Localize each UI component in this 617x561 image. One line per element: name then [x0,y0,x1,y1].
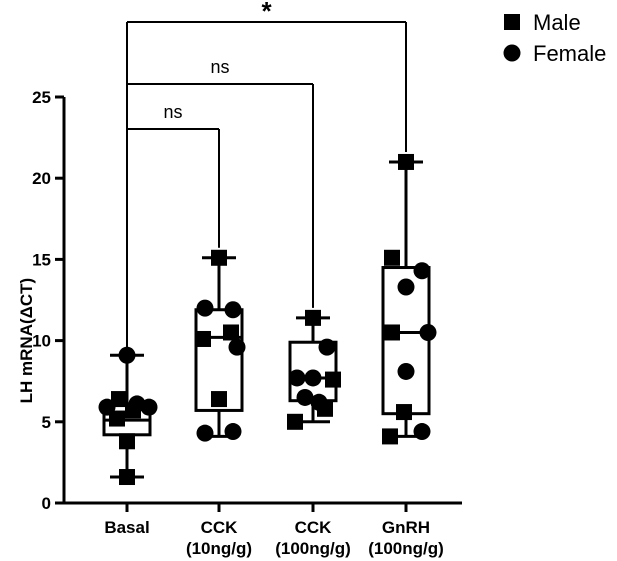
significance-label: ns [210,57,229,77]
significance-label: ns [163,102,182,122]
x-category-label: (100ng/g) [275,539,351,558]
y-tick-label: 10 [32,332,51,351]
x-category-label: CCK [201,518,239,537]
male-point [211,249,227,266]
x-category-label: (100ng/g) [368,539,444,558]
male-point [211,391,227,408]
male-point [384,249,400,266]
female-point [98,398,116,416]
box-plots [102,160,431,479]
significance-brackets: ns ns * [126,0,407,350]
male-point [195,330,211,347]
female-point [397,362,415,380]
legend-label: Female [533,41,606,66]
y-tick-label: 20 [32,169,51,188]
male-point [111,391,127,408]
y-tick-label: 25 [32,88,51,107]
female-point [413,262,431,280]
female-point [224,423,242,441]
significance-label: * [261,0,272,26]
legend-label: Male [533,10,581,35]
female-point [128,395,146,413]
male-point [223,324,239,341]
legend-marker-square [504,14,520,30]
x-category-label: Basal [104,518,149,537]
female-point [419,323,437,341]
male-point [396,404,412,421]
data-points [98,153,437,486]
female-point [296,388,314,406]
female-point [228,338,246,356]
y-axis-label: LH mRNA(ΔCT) [17,278,36,404]
male-point [382,428,398,445]
x-category-label: (10ng/g) [186,539,252,558]
y-tick-label: 15 [32,250,51,269]
female-point [318,338,336,356]
female-point [196,424,214,442]
legend: Male Female [503,10,606,66]
box-iqr [194,308,244,412]
male-point [305,309,321,326]
female-point [196,299,214,317]
female-point [288,369,306,387]
axes: 0 5 10 15 20 25 Basal CCK (10ng/g) CCK (100ng/g) Gn… [17,88,462,558]
male-point [109,410,125,427]
female-point [413,423,431,441]
y-tick-label: 0 [42,494,51,513]
male-point [325,371,341,388]
y-tick-label: 5 [42,413,51,432]
male-point [287,413,303,430]
female-point [310,393,328,411]
male-point [119,433,135,450]
x-category-label: CCK [295,518,333,537]
female-point [118,346,136,364]
male-point [398,153,414,170]
female-point [224,301,242,319]
legend-marker-circle [503,44,521,62]
female-point [397,278,415,296]
male-point [119,469,135,486]
x-category-label: GnRH [382,518,430,537]
female-point [304,369,322,387]
male-point [384,324,400,341]
